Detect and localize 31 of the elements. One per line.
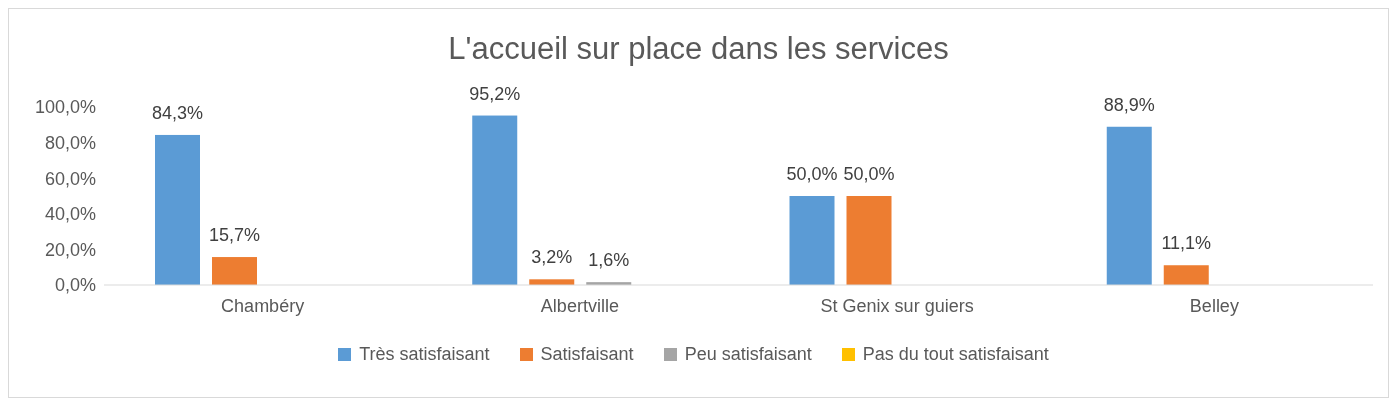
- y-tick-label: 60,0%: [44, 168, 96, 189]
- y-tick-label: 80,0%: [44, 132, 96, 153]
- x-tick-label: Chambéry: [221, 295, 305, 316]
- y-tick-label: 20,0%: [44, 239, 96, 260]
- y-tick-label: 40,0%: [44, 204, 96, 225]
- legend-label: Satisfaisant: [540, 344, 634, 365]
- y-tick-label: 100,0%: [34, 97, 96, 118]
- x-tick-label: Albertville: [540, 295, 619, 316]
- data-label: 50,0%: [786, 164, 838, 184]
- data-label: 15,7%: [208, 225, 261, 246]
- legend-label: Peu satisfaisant: [684, 344, 812, 365]
- bar: [472, 115, 518, 285]
- bar: [1163, 265, 1209, 285]
- data-label: 50,0%: [843, 164, 895, 184]
- y-tick-label: 0,0%: [54, 275, 96, 296]
- legend-label: Très satisfaisant: [359, 344, 490, 365]
- data-label: 11,1%: [1161, 233, 1212, 254]
- chart-title: L'accueil sur place dans les services: [447, 31, 950, 67]
- bar: [846, 196, 892, 285]
- bar: [1106, 126, 1152, 285]
- bar: [155, 134, 200, 285]
- bar: [212, 257, 257, 285]
- x-tick-label: St Genix sur guiers: [820, 295, 974, 316]
- legend-label: Pas du tout satisfaisant: [862, 344, 1049, 365]
- data-label: 84,3%: [151, 102, 204, 123]
- bar: [789, 196, 835, 285]
- data-label: 88,9%: [1103, 94, 1155, 115]
- data-label: 3,2%: [531, 247, 573, 268]
- x-tick-label: Belley: [1189, 295, 1239, 316]
- data-label: 95,2%: [469, 83, 521, 104]
- data-label: 1,6%: [588, 250, 630, 271]
